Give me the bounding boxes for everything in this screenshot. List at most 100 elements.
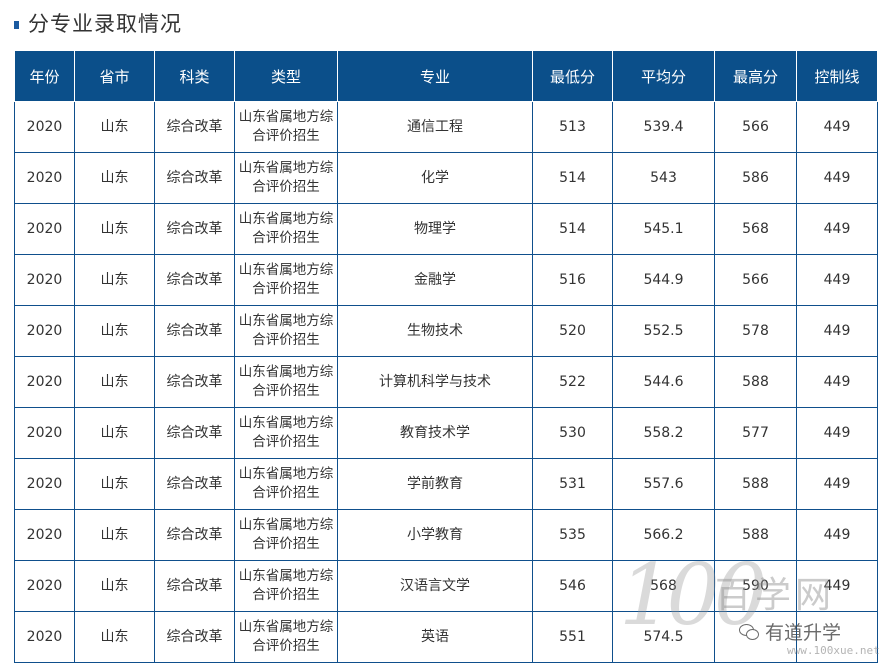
cell-year: 2020 — [14, 356, 75, 408]
table-row: 2020 山东 综合改革 山东省属地方综 合评价招生 通信工程 513 539.4 566 449 — [14, 101, 878, 153]
cell-type: 山东省属地方综 合评价招生 — [234, 560, 338, 612]
cell-max-score: 566 — [714, 101, 797, 153]
cell-major: 化学 — [337, 152, 533, 204]
cell-max-score — [714, 611, 797, 663]
cell-type-line2: 合评价招生 — [252, 383, 320, 399]
cell-type-line2: 合评价招生 — [252, 485, 320, 501]
cell-type-line2: 合评价招生 — [252, 281, 320, 297]
table-row: 2020 山东 综合改革 山东省属地方综 合评价招生 生物技术 520 552.5 578 449 — [14, 305, 878, 357]
cell-type-line1: 山东省属地方综 — [238, 262, 334, 278]
table-row: 2020 山东 综合改革 山东省属地方综 合评价招生 学前教育 531 557.6 588 449 — [14, 458, 878, 510]
cell-type-line1: 山东省属地方综 — [238, 364, 334, 380]
table-row: 2020 山东 综合改革 山东省属地方综 合评价招生 计算机科学与技术 522 544.6 58… — [14, 356, 878, 408]
cell-avg-score: 574.5 — [612, 611, 715, 663]
cell-category: 综合改革 — [154, 305, 235, 357]
cell-year: 2020 — [14, 203, 75, 255]
cell-category: 综合改革 — [154, 203, 235, 255]
cell-avg-score: 544.9 — [612, 254, 715, 306]
cell-type-line1: 山东省属地方综 — [238, 109, 334, 125]
cell-year: 2020 — [14, 101, 75, 153]
cell-province: 山东 — [74, 254, 155, 306]
cell-year: 2020 — [14, 509, 75, 561]
cell-type-line2: 合评价招生 — [252, 587, 320, 603]
cell-min-score: 514 — [532, 203, 613, 255]
cell-category: 综合改革 — [154, 356, 235, 408]
cell-major: 通信工程 — [337, 101, 533, 153]
cell-category: 综合改革 — [154, 560, 235, 612]
header-type: 类型 — [234, 50, 338, 102]
cell-min-score: 546 — [532, 560, 613, 612]
header-year: 年份 — [14, 50, 75, 102]
cell-year: 2020 — [14, 305, 75, 357]
admission-table-container: 年份 省市 科类 类型 专业 最低分 平均分 最高分 控制线 2020 山东 综合改… — [14, 50, 878, 663]
cell-type-line2: 合评价招生 — [252, 128, 320, 144]
cell-type-line1: 山东省属地方综 — [238, 517, 334, 533]
cell-province: 山东 — [74, 101, 155, 153]
cell-control-line: 449 — [796, 356, 878, 408]
cell-type: 山东省属地方综 合评价招生 — [234, 356, 338, 408]
table-row: 2020 山东 综合改革 山东省属地方综 合评价招生 金融学 516 544.9 566 449 — [14, 254, 878, 306]
cell-type-line1: 山东省属地方综 — [238, 466, 334, 482]
section-title: 分专业录取情况 — [14, 8, 182, 38]
table-header-row: 年份 省市 科类 类型 专业 最低分 平均分 最高分 控制线 — [14, 50, 878, 102]
table-body: 2020 山东 综合改革 山东省属地方综 合评价招生 通信工程 513 539.4 566 449… — [14, 101, 878, 663]
cell-year: 2020 — [14, 611, 75, 663]
cell-type: 山东省属地方综 合评价招生 — [234, 152, 338, 204]
cell-type: 山东省属地方综 合评价招生 — [234, 305, 338, 357]
cell-min-score: 535 — [532, 509, 613, 561]
cell-major: 生物技术 — [337, 305, 533, 357]
cell-category: 综合改革 — [154, 254, 235, 306]
cell-major: 汉语言文学 — [337, 560, 533, 612]
cell-type-line1: 山东省属地方综 — [238, 619, 334, 635]
square-bullet-icon — [14, 20, 19, 29]
cell-max-score: 578 — [714, 305, 797, 357]
cell-type-line1: 山东省属地方综 — [238, 415, 334, 431]
cell-year: 2020 — [14, 407, 75, 459]
cell-major: 教育技术学 — [337, 407, 533, 459]
cell-type-line2: 合评价招生 — [252, 434, 320, 450]
cell-control-line: 449 — [796, 509, 878, 561]
cell-type: 山东省属地方综 合评价招生 — [234, 611, 338, 663]
table-row: 2020 山东 综合改革 山东省属地方综 合评价招生 化学 514 543 586 449 — [14, 152, 878, 204]
cell-avg-score: 566.2 — [612, 509, 715, 561]
cell-province: 山东 — [74, 203, 155, 255]
cell-province: 山东 — [74, 560, 155, 612]
header-province: 省市 — [74, 50, 155, 102]
cell-major: 小学教育 — [337, 509, 533, 561]
cell-type-line2: 合评价招生 — [252, 230, 320, 246]
cell-min-score: 531 — [532, 458, 613, 510]
cell-major: 计算机科学与技术 — [337, 356, 533, 408]
cell-min-score: 522 — [532, 356, 613, 408]
cell-type-line1: 山东省属地方综 — [238, 313, 334, 329]
cell-type: 山东省属地方综 合评价招生 — [234, 407, 338, 459]
cell-major: 学前教育 — [337, 458, 533, 510]
cell-major: 英语 — [337, 611, 533, 663]
cell-avg-score: 545.1 — [612, 203, 715, 255]
cell-type: 山东省属地方综 合评价招生 — [234, 203, 338, 255]
admission-table: 年份 省市 科类 类型 专业 最低分 平均分 最高分 控制线 2020 山东 综合改… — [14, 50, 878, 663]
cell-avg-score: 557.6 — [612, 458, 715, 510]
header-control-line: 控制线 — [796, 50, 878, 102]
cell-category: 综合改革 — [154, 509, 235, 561]
cell-year: 2020 — [14, 560, 75, 612]
cell-year: 2020 — [14, 458, 75, 510]
cell-avg-score: 539.4 — [612, 101, 715, 153]
cell-category: 综合改革 — [154, 407, 235, 459]
cell-year: 2020 — [14, 152, 75, 204]
section-title-text: 分专业录取情况 — [28, 12, 182, 36]
cell-province: 山东 — [74, 509, 155, 561]
cell-control-line: 449 — [796, 560, 878, 612]
cell-max-score: 586 — [714, 152, 797, 204]
table-row: 2020 山东 综合改革 山东省属地方综 合评价招生 英语 551 574.5 — [14, 611, 878, 663]
cell-min-score: 516 — [532, 254, 613, 306]
cell-control-line: 449 — [796, 101, 878, 153]
table-row: 2020 山东 综合改革 山东省属地方综 合评价招生 小学教育 535 566.2 588 449 — [14, 509, 878, 561]
cell-category: 综合改革 — [154, 458, 235, 510]
cell-province: 山东 — [74, 152, 155, 204]
header-avg-score: 平均分 — [612, 50, 715, 102]
cell-year: 2020 — [14, 254, 75, 306]
cell-max-score: 588 — [714, 509, 797, 561]
cell-min-score: 520 — [532, 305, 613, 357]
cell-control-line: 449 — [796, 458, 878, 510]
cell-avg-score: 568 — [612, 560, 715, 612]
